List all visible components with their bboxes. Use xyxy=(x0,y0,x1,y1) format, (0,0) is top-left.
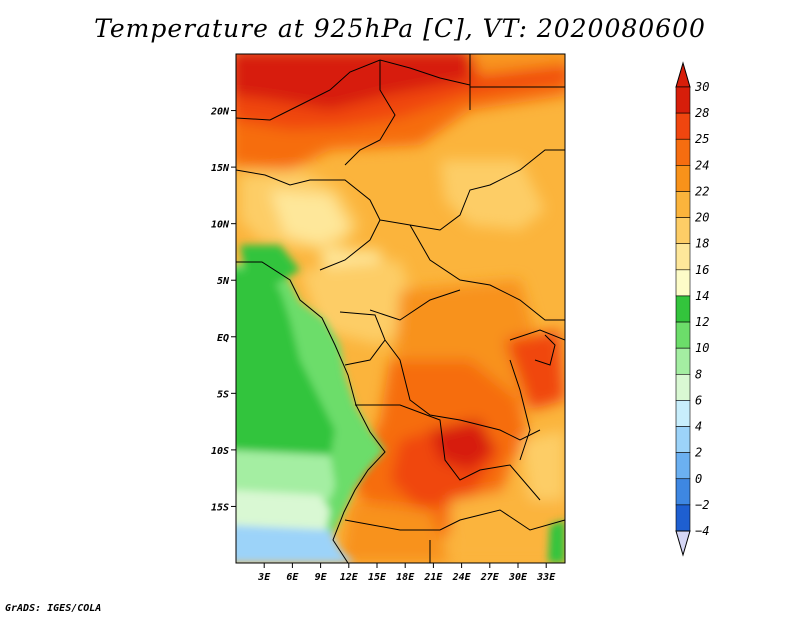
map-frame xyxy=(235,53,566,564)
x-tick-label: 12E xyxy=(340,572,359,583)
y-tick-label: 5N xyxy=(217,276,230,287)
colorbar-segment xyxy=(675,295,691,323)
x-tick-label: 6E xyxy=(286,572,299,583)
x-axis: 3E 6E 9E 12E 15E 18E 21E 24E 27E 30E 33E xyxy=(257,563,556,583)
y-axis: 20N 15N 10N 5N EQ 5S 10S 15S xyxy=(210,107,236,513)
colorbar-label: 8 xyxy=(695,367,702,381)
x-tick-label: 27E xyxy=(480,572,500,583)
y-tick-label: 10S xyxy=(211,446,229,457)
colorbar-label: 0 xyxy=(695,472,702,486)
colorbar-label: 24 xyxy=(695,158,709,172)
colorbar-segment xyxy=(675,347,691,375)
x-tick-label: 15E xyxy=(368,572,387,583)
colorbar-label: 20 xyxy=(695,211,709,225)
x-tick-label: 18E xyxy=(396,572,415,583)
colorbar-label: 6 xyxy=(695,393,702,407)
colorbar-segment xyxy=(675,191,691,218)
x-tick-label: 9E xyxy=(315,572,328,583)
country-borders xyxy=(236,54,565,563)
colorbar-label: −4 xyxy=(695,524,709,538)
colorbar-segment xyxy=(675,217,691,245)
colorbar-label: 30 xyxy=(694,80,709,94)
colorbar-label: 10 xyxy=(695,341,709,355)
colorbar-segment xyxy=(675,165,691,192)
colorbar-segment xyxy=(675,400,691,427)
colorbar-segment xyxy=(675,504,691,532)
colorbar-segment xyxy=(675,373,691,401)
colorbar-segment xyxy=(675,452,691,480)
colorbar-segment xyxy=(675,478,691,506)
colorbar-segment xyxy=(675,112,691,140)
colorbar-label: 12 xyxy=(695,315,709,329)
colorbar-label: 4 xyxy=(695,420,702,434)
x-tick-label: 21E xyxy=(423,572,443,583)
colorbar-segment xyxy=(675,243,691,271)
y-tick-label: 15N xyxy=(211,163,230,174)
colorbar-segment xyxy=(675,426,691,453)
y-tick-label: EQ xyxy=(217,333,229,344)
colorbar-top-triangle xyxy=(675,61,691,88)
y-tick-label: 5S xyxy=(217,389,229,400)
colorbar-segment xyxy=(675,138,691,166)
colorbar-label: 28 xyxy=(695,106,709,120)
y-tick-label: 10N xyxy=(211,220,230,231)
colorbar-segment xyxy=(675,86,691,114)
colorbar-label: 22 xyxy=(695,184,709,198)
x-tick-label: 30E xyxy=(508,572,528,583)
x-tick-label: 24E xyxy=(452,572,472,583)
x-tick-label: 3E xyxy=(257,572,271,583)
colorbar-segment xyxy=(675,321,691,349)
temperature-field xyxy=(236,54,565,563)
colorbar-label: −2 xyxy=(695,498,709,512)
colorbar-bottom-triangle xyxy=(675,530,691,557)
colorbar-label: 14 xyxy=(695,289,709,303)
colorbar-label: 18 xyxy=(695,237,709,251)
chart-title: Temperature at 925hPa [C], VT: 202008060… xyxy=(94,14,706,43)
colorbar-label: 25 xyxy=(695,132,709,146)
grads-credit: GrADS: IGES/COLA xyxy=(5,603,102,614)
colorbar-label: 2 xyxy=(695,446,702,460)
y-tick-label: 20N xyxy=(210,107,230,118)
x-tick-label: 33E xyxy=(536,572,556,583)
y-tick-label: 15S xyxy=(211,502,229,513)
colorbar-segment xyxy=(675,269,691,297)
colorbar-label: 16 xyxy=(695,263,709,277)
